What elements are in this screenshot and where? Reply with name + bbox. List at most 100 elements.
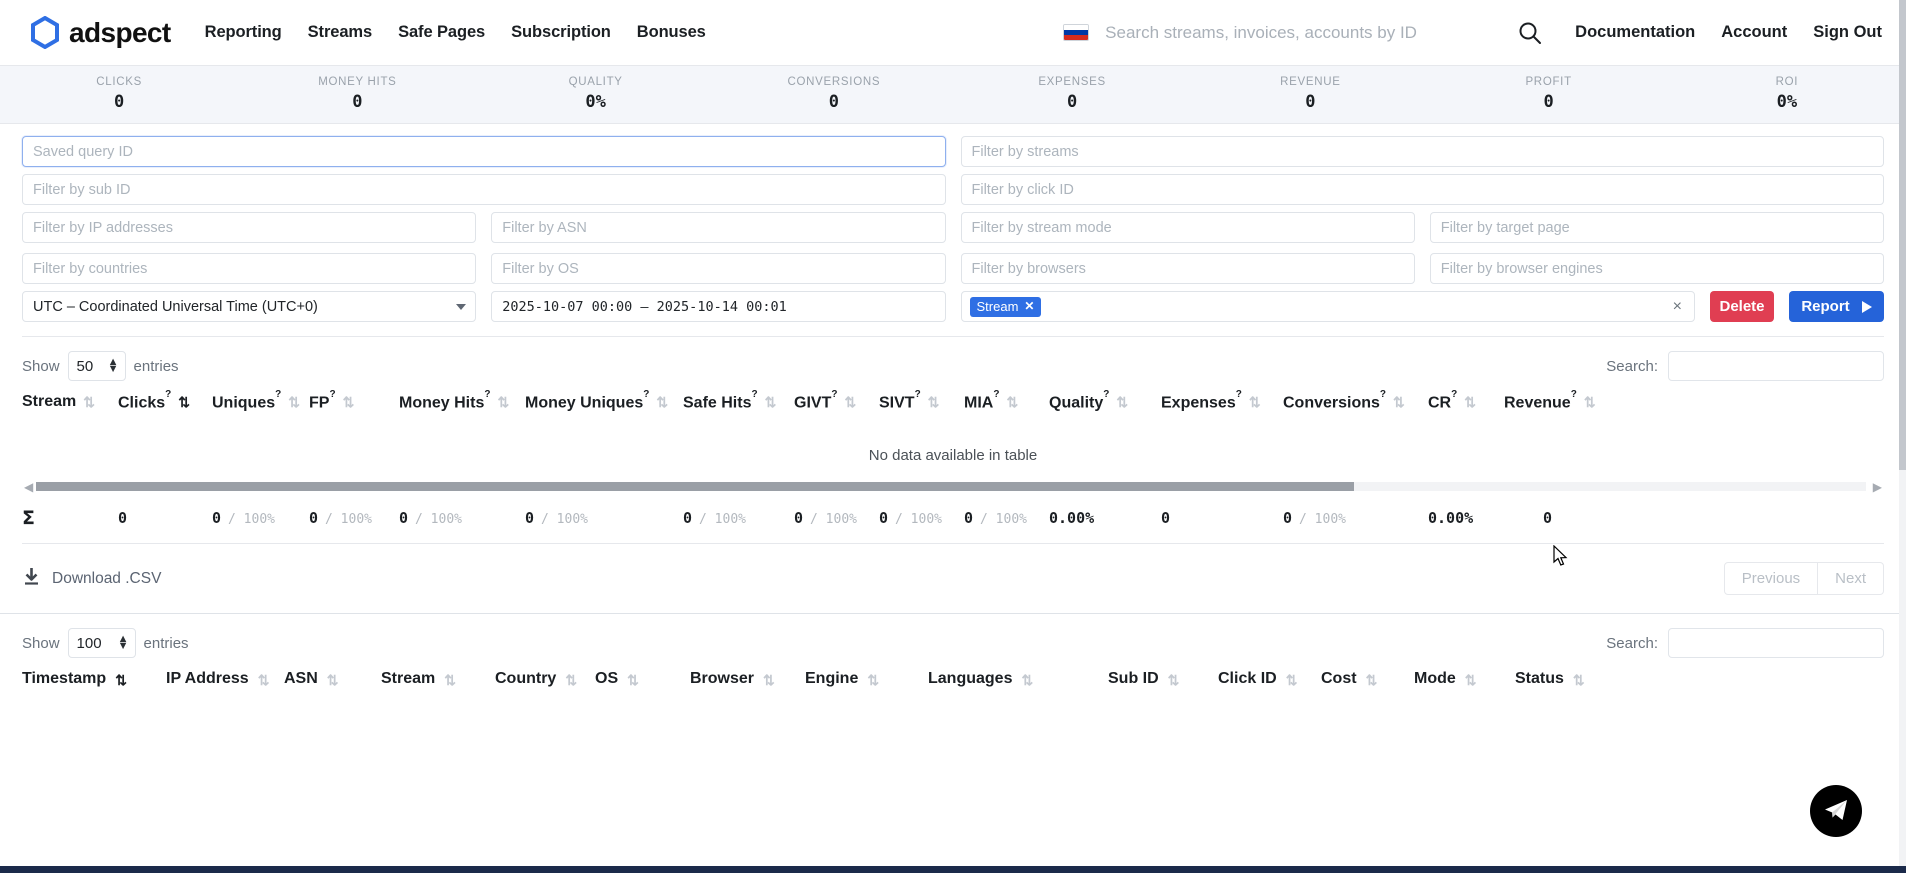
report-button[interactable]: Report	[1789, 291, 1884, 322]
scrollbar-thumb[interactable]	[36, 482, 1354, 492]
summary-column-header-expenses[interactable]: Expenses? ⇅	[1161, 389, 1283, 412]
help-icon[interactable]: ?	[329, 389, 336, 400]
sort-arrows-icon[interactable]: ⇅	[1464, 394, 1476, 410]
delete-button[interactable]: Delete	[1710, 291, 1774, 322]
remove-tag-icon[interactable]: ✕	[1024, 299, 1035, 313]
help-icon[interactable]: ?	[993, 389, 1000, 400]
sort-arrows-icon[interactable]: ⇅	[444, 672, 456, 689]
log-column-header-click-id[interactable]: Click ID ⇅	[1218, 670, 1321, 688]
filter-os-input[interactable]	[491, 253, 946, 284]
summary-search-input[interactable]	[1668, 351, 1884, 381]
scroll-right-icon[interactable]: ▶	[1872, 480, 1882, 495]
filter-click-id-textarea[interactable]	[960, 174, 1884, 205]
nav-item-account[interactable]: Account	[1721, 23, 1788, 41]
log-column-header-engine[interactable]: Engine ⇅	[805, 670, 928, 688]
summary-column-header-safe-hits[interactable]: Safe Hits? ⇅	[683, 389, 794, 412]
sort-arrows-icon[interactable]: ⇅	[844, 394, 856, 410]
sort-arrows-icon[interactable]: ⇅	[867, 672, 879, 689]
sort-arrows-icon[interactable]: ⇅	[1021, 672, 1033, 689]
log-column-header-country[interactable]: Country ⇅	[495, 670, 595, 688]
help-icon[interactable]: ?	[914, 389, 921, 400]
log-column-header-stream[interactable]: Stream ⇅	[381, 670, 495, 688]
scrollbar-track[interactable]	[36, 482, 1866, 492]
sort-arrows-icon[interactable]: ⇅	[627, 672, 639, 689]
nav-item-sign-out[interactable]: Sign Out	[1813, 23, 1882, 41]
filter-browsers-input[interactable]	[960, 253, 1415, 284]
sort-arrows-icon[interactable]: ⇅	[1248, 394, 1261, 410]
help-icon[interactable]: ?	[275, 389, 282, 400]
help-icon[interactable]: ?	[643, 389, 650, 400]
help-icon[interactable]: ?	[1451, 389, 1458, 400]
sort-arrows-icon[interactable]: ⇅	[1464, 672, 1477, 689]
page-scrollbar-thumb[interactable]	[1899, 0, 1906, 470]
pagination-previous[interactable]: Previous	[1723, 562, 1819, 596]
help-icon[interactable]: ?	[1103, 389, 1110, 400]
log-page-length-select[interactable]	[67, 628, 136, 659]
filter-target-page-input[interactable]	[1429, 212, 1884, 243]
sort-arrows-icon[interactable]: ⇅	[1167, 672, 1180, 689]
sort-arrows-icon[interactable]: ⇅	[764, 394, 777, 410]
summary-column-header-givt[interactable]: GIVT? ⇅	[794, 389, 879, 412]
sort-arrows-icon[interactable]: ⇅	[257, 672, 270, 689]
summary-page-length-select[interactable]	[67, 351, 126, 381]
saved-query-id-input[interactable]	[22, 136, 946, 167]
clear-tags-icon[interactable]: ×	[1672, 297, 1682, 315]
sort-arrows-icon[interactable]: ⇅	[497, 394, 509, 410]
brand-logo[interactable]: adspect	[30, 15, 171, 50]
sort-arrows-icon[interactable]: ⇅	[565, 672, 577, 689]
russia-flag-icon[interactable]	[1063, 24, 1090, 41]
filter-sub-id-textarea[interactable]	[22, 174, 946, 205]
summary-column-header-cr[interactable]: CR? ⇅	[1428, 389, 1504, 412]
nav-item-subscription[interactable]: Subscription	[511, 23, 611, 41]
sort-arrows-icon[interactable]: ⇅	[1583, 394, 1596, 410]
filter-countries-input[interactable]	[22, 253, 477, 284]
search-icon[interactable]	[1513, 16, 1547, 50]
filter-asn-textarea[interactable]	[491, 212, 946, 243]
sort-arrows-icon[interactable]: ⇅	[1365, 672, 1378, 689]
log-search-input[interactable]	[1668, 628, 1884, 659]
date-range-input[interactable]	[491, 291, 946, 322]
summary-column-header-mia[interactable]: MIA? ⇅	[964, 389, 1049, 412]
summary-column-header-uniques[interactable]: Uniques? ⇅	[212, 389, 309, 412]
help-icon[interactable]: ?	[831, 389, 838, 400]
filter-ip-addresses-textarea[interactable]	[22, 212, 477, 243]
log-column-header-mode[interactable]: Mode ⇅	[1414, 670, 1515, 688]
summary-column-header-conversions[interactable]: Conversions? ⇅	[1283, 389, 1428, 412]
nav-item-reporting[interactable]: Reporting	[204, 23, 282, 41]
sort-arrows-icon[interactable]: ⇅	[763, 672, 775, 689]
log-column-header-languages[interactable]: Languages ⇅	[928, 670, 1108, 688]
sort-arrows-icon[interactable]: ⇅	[1006, 394, 1018, 410]
sort-arrows-icon[interactable]: ⇅	[178, 394, 190, 410]
summary-column-header-fp[interactable]: FP? ⇅	[309, 389, 399, 412]
nav-item-documentation[interactable]: Documentation	[1575, 23, 1696, 41]
pagination-next[interactable]: Next	[1818, 562, 1884, 596]
log-column-header-cost[interactable]: Cost ⇅	[1321, 670, 1414, 688]
nav-item-streams[interactable]: Streams	[307, 23, 373, 41]
sort-arrows-icon[interactable]: ⇅	[927, 394, 940, 410]
sort-arrows-icon[interactable]: ⇅	[342, 394, 355, 410]
summary-column-header-revenue[interactable]: Revenue? ⇅	[1504, 389, 1604, 412]
help-icon[interactable]: ?	[484, 389, 491, 400]
filter-browser-engines-input[interactable]	[1429, 253, 1884, 284]
page-vertical-scrollbar[interactable]	[1899, 0, 1906, 873]
timezone-select[interactable]	[22, 291, 477, 322]
summary-column-header-money-hits[interactable]: Money Hits? ⇅	[399, 389, 525, 412]
sort-arrows-icon[interactable]: ⇅	[1116, 394, 1128, 410]
log-column-header-ip-address[interactable]: IP Address ⇅	[166, 670, 284, 688]
filter-streams-input[interactable]	[960, 136, 1884, 167]
sort-arrows-icon[interactable]: ⇅	[288, 394, 300, 410]
sort-arrows-icon[interactable]: ⇅	[1285, 672, 1298, 689]
log-column-header-timestamp[interactable]: Timestamp ⇅	[22, 670, 166, 688]
help-icon[interactable]: ?	[751, 389, 758, 400]
log-column-header-browser[interactable]: Browser ⇅	[690, 670, 805, 688]
help-icon[interactable]: ?	[1570, 389, 1577, 400]
help-icon[interactable]: ?	[165, 389, 172, 400]
global-search-input[interactable]	[1103, 21, 1504, 44]
sort-arrows-icon[interactable]: ⇅	[656, 394, 668, 410]
summary-column-header-money-uniques[interactable]: Money Uniques? ⇅	[525, 389, 683, 412]
sort-arrows-icon[interactable]: ⇅	[1393, 394, 1405, 410]
log-column-header-os[interactable]: OS ⇅	[595, 670, 690, 688]
nav-item-bonuses[interactable]: Bonuses	[636, 23, 706, 41]
summary-horizontal-scrollbar[interactable]: ◀ ▶	[22, 480, 1884, 495]
log-column-header-status[interactable]: Status ⇅	[1515, 670, 1605, 688]
